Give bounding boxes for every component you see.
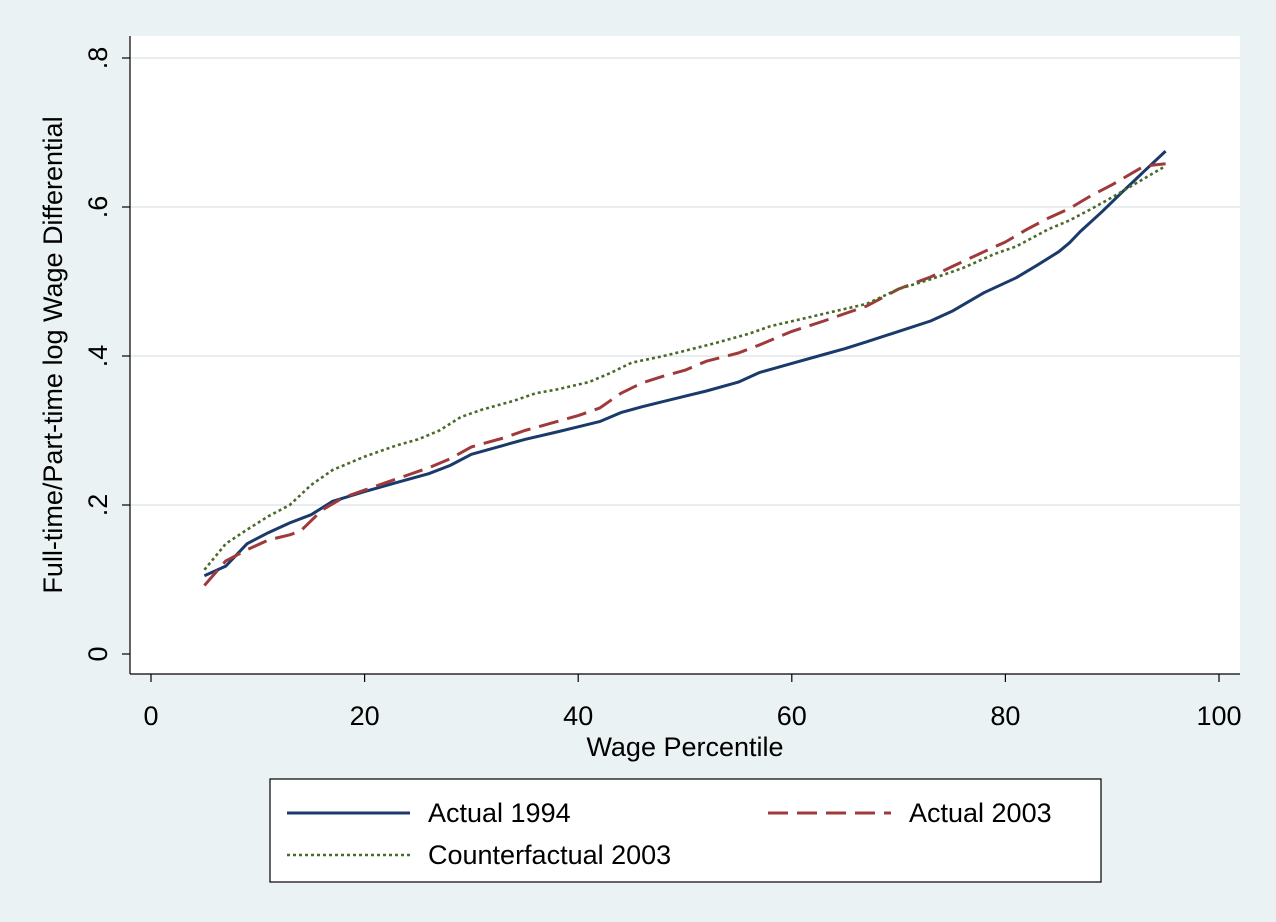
x-axis: 0 20 40 60 80 100 [143,674,1242,731]
legend-label-1: Actual 2003 [909,798,1052,828]
y-axis: 0 .2 .4 .6 .8 [83,47,130,662]
x-tick-label-3: 60 [777,701,807,731]
x-axis-label: Wage Percentile [586,732,783,762]
x-tick-label-2: 40 [563,701,593,731]
x-tick-label-4: 80 [990,701,1020,731]
series-lines [203,150,1167,587]
y-tick-label-1: .2 [83,494,113,517]
y-tick-label-2: .4 [83,345,113,368]
series-line-1 [203,162,1166,587]
y-tick-label-3: .6 [83,196,113,219]
x-tick-label-5: 100 [1196,701,1241,731]
legend-label-2: Counterfactual 2003 [428,840,671,870]
legend-box [269,778,1102,883]
x-tick-label-0: 0 [143,701,158,731]
x-tick-label-1: 20 [350,701,380,731]
legend-label-0: Actual 1994 [428,798,571,828]
y-tick-label-0: 0 [83,646,113,661]
y-tick-label-4: .8 [83,47,113,70]
grid-lines [130,57,1240,506]
legend: Actual 1994 Actual 2003 Counterfactual 200… [269,778,1102,883]
legend-items: Actual 1994 Actual 2003 Counterfactual 200… [287,798,1052,870]
y-axis-label: Full-time/Part-time log Wage Differentia… [38,116,68,593]
series-line-2 [203,164,1167,571]
